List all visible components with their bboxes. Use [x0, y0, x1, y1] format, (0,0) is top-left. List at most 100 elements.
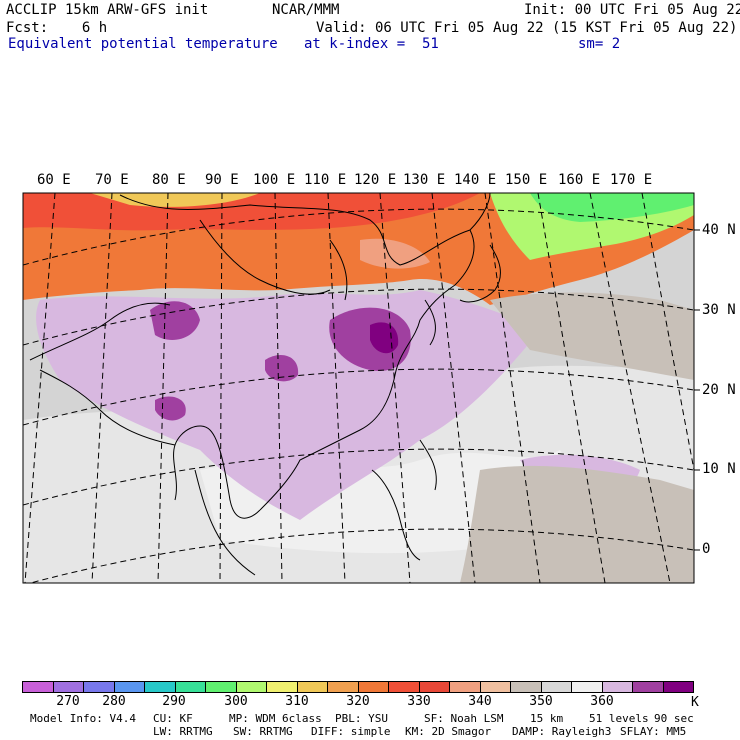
parallel-20n	[23, 368, 694, 426]
lon-label: 140 E	[454, 172, 497, 188]
footer-surface: SF: Noah LSM	[424, 712, 504, 725]
meridian-110e	[327, 193, 346, 583]
meridian-60e	[24, 193, 56, 583]
lat-label: 30 N	[702, 302, 736, 318]
footer-diffusion: DIFF: simple	[311, 725, 391, 738]
meridian-150e	[537, 193, 606, 583]
lat-label: 20 N	[702, 382, 736, 398]
legend-swatch	[114, 682, 145, 692]
smoothing-label: sm= 2	[578, 36, 621, 52]
meridian-80e	[157, 193, 169, 583]
legend-tick: 320	[346, 694, 370, 709]
peach-region	[360, 238, 430, 269]
legend-swatch	[389, 682, 420, 692]
footer-sflay: SFLAY: MM5	[620, 725, 687, 738]
lat-label: 40 N	[702, 222, 736, 238]
legend-tick: 340	[468, 694, 492, 709]
meridian-160e	[589, 193, 671, 583]
legend-swatch	[419, 682, 450, 692]
parallel-10n	[23, 448, 694, 506]
legend-swatch	[633, 682, 664, 692]
lon-label: 90 E	[205, 172, 239, 188]
meridian-100e	[274, 193, 283, 583]
lon-label: 150 E	[505, 172, 548, 188]
legend-swatch	[358, 682, 389, 692]
equator	[28, 528, 694, 583]
ocean-band-south	[460, 465, 694, 583]
init-time: Init: 00 UTC Fri 05 Aug 22	[524, 2, 740, 18]
legend-swatch	[511, 682, 542, 692]
model-title: ACCLIP 15km ARW-GFS init	[6, 2, 209, 18]
legend-swatch	[267, 682, 298, 692]
map-frame	[22, 192, 695, 584]
parallel-40n	[23, 208, 694, 266]
legend-tick: 330	[407, 694, 431, 709]
coastlines	[29, 193, 501, 576]
footer-longwave: LW: RRTMG	[153, 725, 213, 738]
warm-yellow-patch	[90, 193, 260, 207]
legend-swatch	[53, 682, 84, 692]
legend-swatch	[297, 682, 328, 692]
legend-tick: 360	[590, 694, 614, 709]
lon-label: 160 E	[558, 172, 601, 188]
peak-theta-e-patch	[370, 322, 399, 354]
meridian-170e	[641, 193, 694, 471]
legend-tick: 300	[224, 694, 248, 709]
legend-swatch	[602, 682, 633, 692]
graticule	[23, 193, 694, 583]
meridian-70e	[91, 193, 113, 583]
legend-swatch	[206, 682, 237, 692]
footer-microphysics: MP: WDM 6class	[229, 712, 322, 725]
lat-ticks	[694, 229, 700, 551]
legend-swatch	[541, 682, 572, 692]
legend-tick: 270	[56, 694, 80, 709]
footer-pbl: PBL: YSU	[335, 712, 388, 725]
legend-swatch	[236, 682, 267, 692]
color-legend	[22, 681, 694, 693]
level-label: at k-index = 51	[304, 36, 439, 52]
parallel-30n	[23, 288, 694, 346]
lon-label: 100 E	[253, 172, 296, 188]
lat-label: 10 N	[702, 461, 736, 477]
meridian-140e	[484, 193, 541, 583]
lat-label: 0	[702, 541, 711, 557]
lon-label: 130 E	[403, 172, 446, 188]
ocean-band	[490, 292, 694, 380]
legend-swatch	[450, 682, 481, 692]
legend-swatch	[572, 682, 603, 692]
legend-swatch	[328, 682, 359, 692]
footer-levels: 51 levels	[589, 712, 649, 725]
legend-swatch	[175, 682, 206, 692]
lon-label: 60 E	[37, 172, 71, 188]
legend-swatch	[480, 682, 511, 692]
moist-region	[36, 290, 540, 520]
legend-unit: K	[691, 695, 699, 710]
footer-resolution: 15 km	[530, 712, 564, 725]
legend-tick: 290	[162, 694, 186, 709]
lon-label: 120 E	[354, 172, 397, 188]
legend-swatch	[145, 682, 176, 692]
lon-label: 110 E	[304, 172, 347, 188]
meridian-120e	[379, 193, 411, 583]
legend-tick: 310	[285, 694, 309, 709]
legend-tick: 350	[529, 694, 553, 709]
high-theta-e-patch	[265, 355, 299, 382]
lon-label: 70 E	[95, 172, 129, 188]
footer-shortwave: SW: RRTMG	[233, 725, 293, 738]
meridian-130e	[431, 193, 476, 583]
organization-label: NCAR/MMM	[272, 2, 340, 18]
valid-time: Valid: 06 UTC Fri 05 Aug 22 (15 KST Fri …	[316, 20, 738, 36]
legend-swatch	[663, 682, 693, 692]
footer-damping: DAMP: Rayleigh3	[512, 725, 612, 738]
legend-swatch	[23, 682, 54, 692]
footer-model-info: Model Info: V4.4	[30, 712, 136, 725]
lon-label: 170 E	[610, 172, 653, 188]
forecast-hour: Fcst: 6 h	[6, 20, 108, 36]
lon-label: 80 E	[152, 172, 186, 188]
field-name: Equivalent potential temperature	[8, 36, 278, 52]
footer-cumulus: CU: KF	[153, 712, 193, 725]
meridian-90e	[219, 193, 223, 583]
footer-timestep: 90 sec	[654, 712, 694, 725]
high-theta-e-patch	[150, 301, 200, 340]
